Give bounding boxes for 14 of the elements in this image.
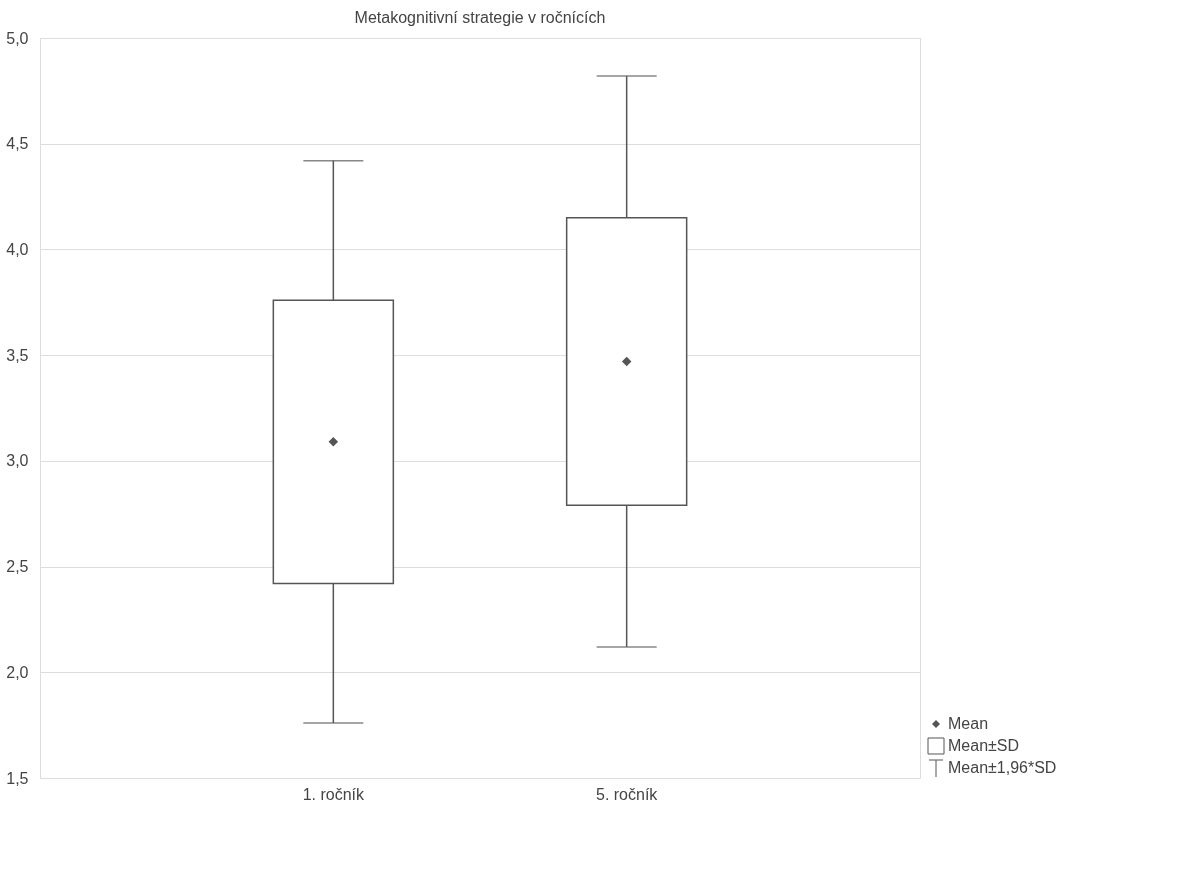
- y-tick-label: 4,0: [6, 240, 29, 258]
- y-tick-label: 4,5: [6, 135, 29, 153]
- text: Mean±1,96*SD: [948, 759, 1057, 776]
- y-tick-label: 2,0: [6, 663, 29, 681]
- x-tick-label: 1. ročník: [302, 785, 366, 803]
- y-tick-label: 3,5: [6, 346, 29, 364]
- text: Mean±SD: [948, 737, 1020, 754]
- x-tick-label: 5. ročník: [595, 785, 659, 803]
- y-tick-label: 5,0: [6, 29, 29, 47]
- y-tick-label: 1,5: [6, 769, 29, 787]
- chart-title: Metakognitivní strategie v ročnících: [354, 9, 606, 26]
- text: Mean: [948, 715, 989, 732]
- y-tick-label: 2,5: [6, 558, 29, 576]
- y-tick-label: 3,0: [6, 452, 29, 470]
